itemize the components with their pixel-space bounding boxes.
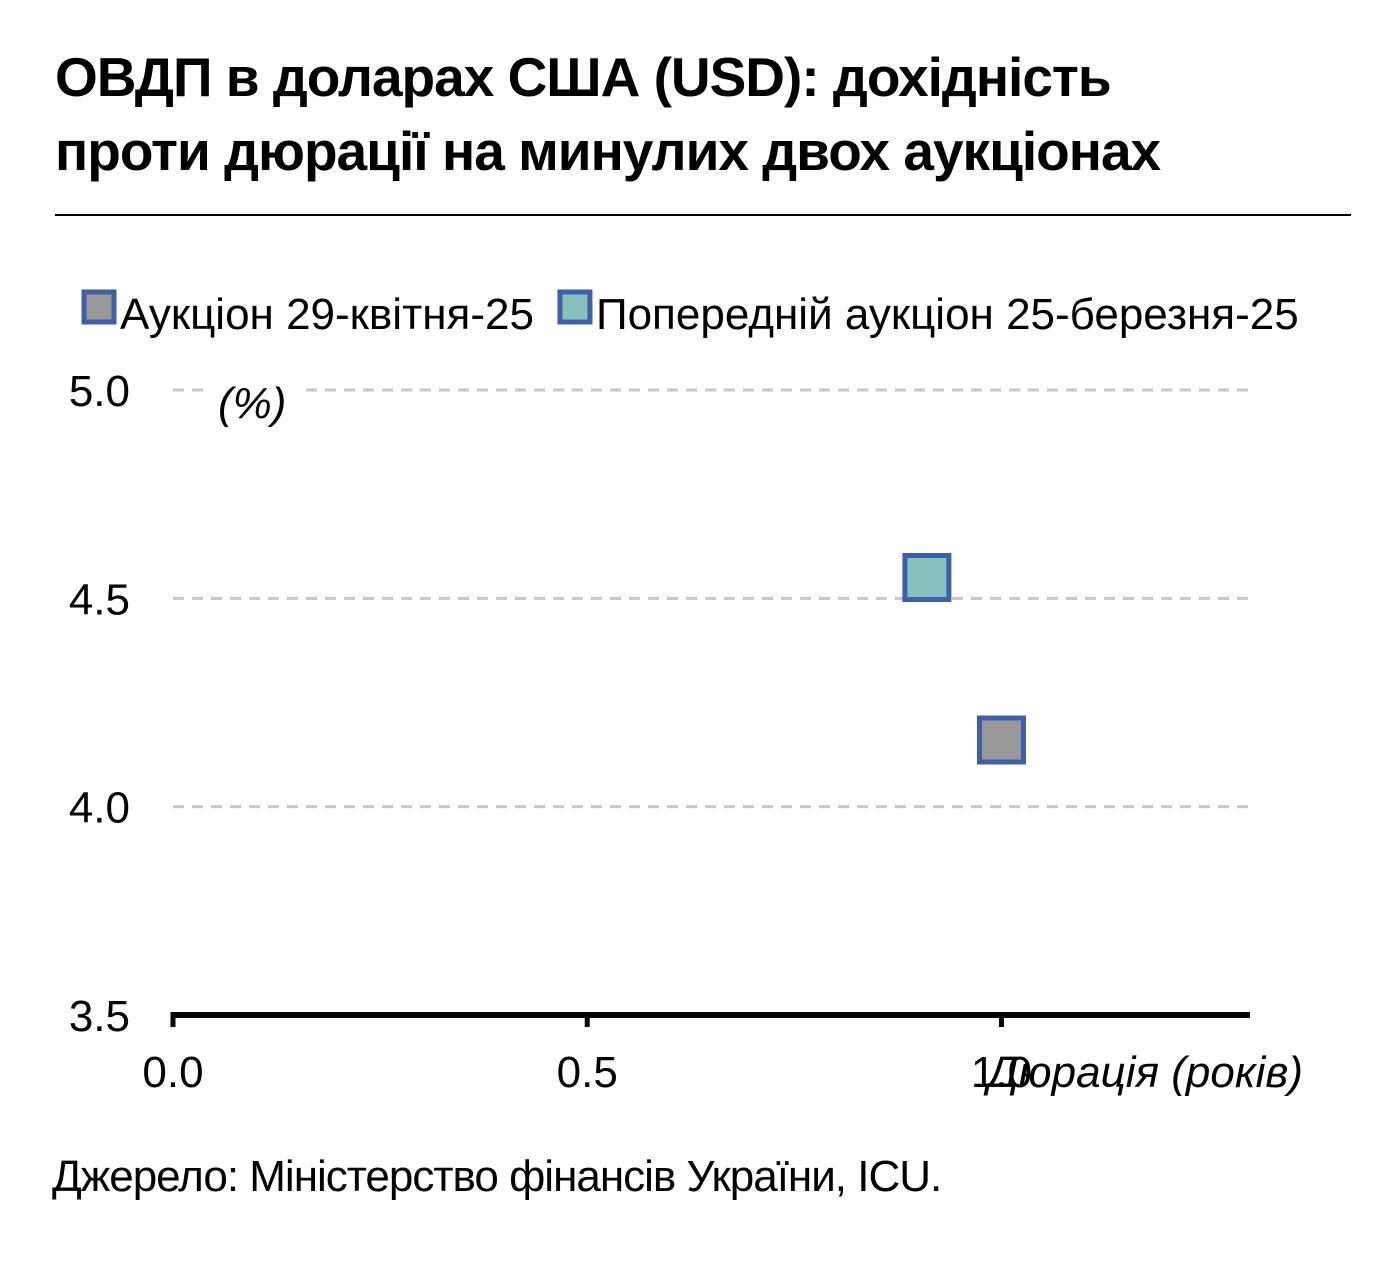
data-point [902,553,952,602]
x-tick-label: 0.5 [557,1048,618,1097]
chart-title: ОВДП в доларах США (USD): дохідність про… [55,40,1355,188]
y-unit-label-background [206,368,302,432]
x-axis-title: Дюрація (років) [983,1048,1303,1097]
y-tick-label: 5.0 [69,367,130,416]
legend-marker [557,289,593,325]
x-tick-label: 0.0 [142,1048,203,1097]
legend-label: Попередній аукціон 25-березня-25 [596,290,1299,339]
source-note: Джерело: Міністерство фінансів України, … [52,1152,942,1201]
y-tick-label: 4.0 [69,784,130,833]
y-tick-label: 4.5 [69,575,130,624]
data-point [976,715,1026,765]
chart-title-line-1: ОВДП в доларах США (USD): дохідність [55,46,1112,108]
legend-marker [81,289,117,325]
title-divider [55,214,1351,216]
legend-label: Аукціон 29-квітня-25 [120,290,534,339]
x-tick-label: 1.0 [971,1048,1032,1097]
y-unit-label: (%) [218,379,286,428]
y-tick-label: 3.5 [69,992,130,1041]
chart-title-line-2: проти дюрації на минулих двох аукціонах [55,120,1161,182]
